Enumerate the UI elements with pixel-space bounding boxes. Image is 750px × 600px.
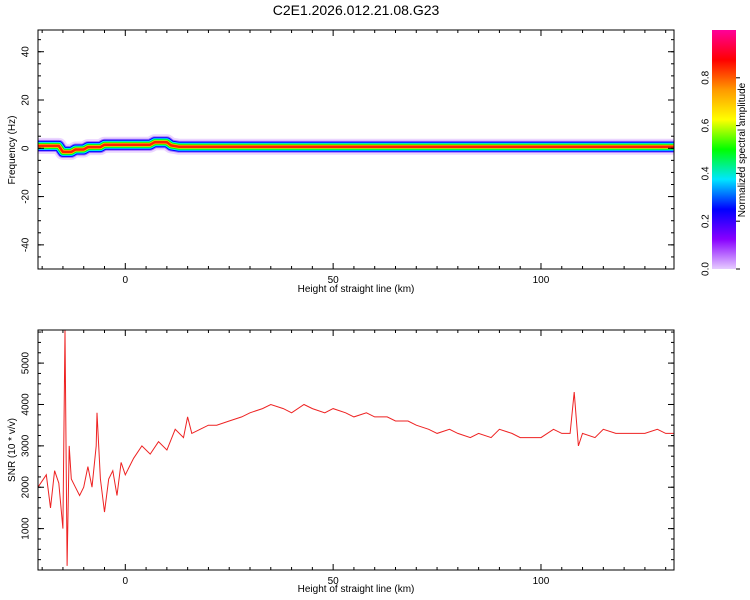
colorbar: 0.0 0.2 0.4 0.6 0.8 Normalized spectral ampl… — [701, 30, 748, 276]
colorbar-tick-label: 0.0 — [701, 262, 712, 276]
spectrogram-x-label: Height of straight line (km) — [298, 284, 415, 295]
snr-x-tick-label: 0 — [123, 576, 129, 587]
snr-y-tick-label: 3000 — [21, 434, 32, 457]
snr-y-tick-label: 2000 — [21, 476, 32, 499]
colorbar-tick-label: 0.8 — [701, 70, 712, 84]
colorbar-tick-label: 0.6 — [701, 118, 712, 132]
spectrogram-y-tick-label: 20 — [21, 94, 32, 106]
snr-x-tick-label: 100 — [533, 576, 550, 587]
snr-x-ticks: 0 50 100 — [41, 330, 667, 587]
spectrogram-y-label: Frequency (Hz) — [7, 116, 18, 185]
colorbar-ticks: 0.0 0.2 0.4 0.6 0.8 — [701, 70, 740, 276]
spectrogram-y-tick-label: 40 — [21, 46, 32, 58]
spectrogram-y-tick-label: 0 — [21, 145, 32, 151]
colorbar-tick-label: 0.4 — [701, 166, 712, 180]
snr-frame — [37, 329, 675, 571]
snr-panel: 0 50 100 1000 2000 3000 4000 5000 Height of st… — [7, 329, 675, 595]
spectrogram-y-ticks: -40 -20 0 20 40 — [21, 39, 674, 270]
snr-y-label: SNR (10 * v/v) — [7, 418, 18, 482]
spectrogram-ridge-band — [38, 141, 674, 154]
colorbar-label: Normalized spectral amplitude — [737, 82, 748, 217]
snr-series-line — [38, 330, 674, 566]
snr-x-label: Height of straight line (km) — [298, 584, 415, 595]
snr-y-tick-label: 1000 — [21, 517, 32, 540]
snr-x-tick-label: 50 — [328, 576, 340, 587]
spectrogram-x-tick-label: 50 — [328, 275, 340, 286]
spectrogram-x-tick-label: 0 — [123, 275, 129, 286]
spectrogram-frame — [37, 29, 675, 270]
snr-y-tick-label: 5000 — [21, 352, 32, 375]
spectrogram-y-tick-label: -20 — [21, 189, 32, 204]
spectrogram-x-ticks: 0 50 100 — [41, 30, 667, 286]
spectrogram-panel: 0 50 100 -40 -20 0 20 40 Height of straight li… — [7, 29, 675, 295]
colorbar-tick-label: 0.2 — [701, 214, 712, 228]
spectrogram-ridge — [38, 134, 674, 160]
snr-y-tick-label: 4000 — [21, 393, 32, 416]
colorbar-gradient — [712, 30, 736, 269]
snr-y-ticks: 1000 2000 3000 4000 5000 — [21, 331, 674, 571]
spectrogram-y-tick-label: -40 — [21, 237, 32, 252]
spectrogram-x-tick-label: 100 — [533, 275, 550, 286]
figure-title: C2E1.2026.012.21.08.G23 — [273, 2, 440, 18]
